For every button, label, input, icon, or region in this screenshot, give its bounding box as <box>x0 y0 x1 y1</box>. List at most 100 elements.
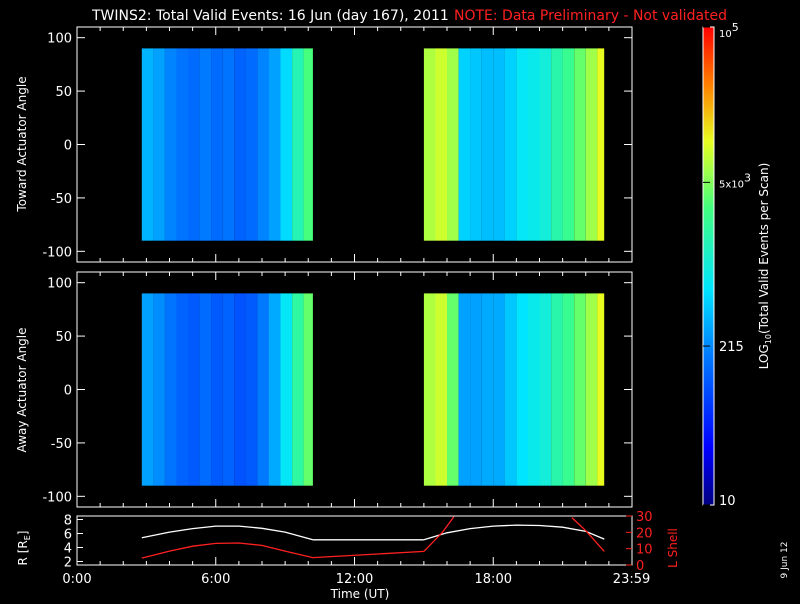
away-angle-panel: 100 50 0 -50 -100 <box>42 271 633 508</box>
heatmap-column <box>164 48 177 241</box>
r-axis-label-end: ] <box>16 531 30 536</box>
x-tick-label: 6:00 <box>201 572 230 587</box>
heatmap-column <box>153 293 165 486</box>
l-shell-series <box>141 516 605 559</box>
chart-title: TWINS2: Total Valid Events: 16 Jun (day … <box>91 8 449 24</box>
y-tick-label: -50 <box>51 192 72 207</box>
x-ticks <box>76 27 633 262</box>
r-axis-label-sub: E <box>23 535 32 540</box>
heatmap-column <box>222 48 235 241</box>
heatmap-column <box>527 293 540 486</box>
series-line <box>141 525 314 541</box>
colorbar-label-end: (Total Valid Events per Scan) <box>757 163 771 334</box>
heatmap-column <box>164 293 177 486</box>
heatmap-column <box>303 293 313 486</box>
colorbar-label: LOG10(Total Valid Events per Scan) <box>757 163 773 370</box>
heatmap-column <box>504 293 517 486</box>
toward-angle-panel: 100 50 0 -50 -100 <box>42 26 633 263</box>
heatmap-column <box>280 48 293 241</box>
middle-y-label: Away Actuator Angle <box>15 327 29 452</box>
x-ticks: 0:00 6:00 12:00 18:00 23:59 <box>62 557 650 587</box>
colorbar-tick-base: 10 <box>719 29 732 40</box>
heatmap-column <box>493 293 505 486</box>
x-ticks <box>76 272 633 507</box>
heatmap-column <box>481 293 494 486</box>
heatmap-column <box>597 293 605 486</box>
r-axis-label: R [RE] <box>16 531 32 566</box>
y-tick-label: 2 <box>64 556 72 571</box>
y-tick-label: -100 <box>42 490 72 505</box>
colorbar-tick-label: 105 <box>719 21 739 40</box>
y-tick-label: -100 <box>42 245 72 260</box>
heatmap-column <box>435 48 447 241</box>
heatmap-column <box>539 293 552 486</box>
heatmap-column <box>458 48 471 241</box>
y-tick-label: 50 <box>55 330 72 345</box>
r-series <box>141 524 605 541</box>
preliminary-note: NOTE: Data Preliminary - Not validated <box>454 8 727 24</box>
heatmap-column <box>257 48 269 241</box>
colorbar-gradient <box>702 26 715 506</box>
colorbar-tick-exponent: 5 <box>732 21 739 34</box>
y-ticks: 100 50 0 -50 -100 <box>42 277 632 505</box>
y-tick-label: 8 <box>64 514 72 529</box>
heatmap-column <box>268 293 281 486</box>
heatmap-column <box>504 48 517 241</box>
heatmap-column <box>188 293 200 486</box>
heatmap-column <box>292 293 304 486</box>
heatmap-column <box>562 293 575 486</box>
heatmap-column <box>423 293 436 486</box>
y-tick-label: 0 <box>64 139 72 154</box>
heatmap-column <box>257 293 269 486</box>
heatmap-column <box>539 48 552 241</box>
heatmap-column <box>245 293 258 486</box>
y-tick-label: 6 <box>64 528 72 543</box>
y-tick-label: 100 <box>47 277 72 292</box>
heatmap-column <box>153 48 165 241</box>
y-tick-label: 100 <box>47 32 72 47</box>
y-tick-label: 10 <box>636 543 653 558</box>
series-line <box>312 550 424 559</box>
colorbar-tick-base: 215 <box>719 340 744 355</box>
heatmap-cells <box>141 293 605 486</box>
series-line <box>141 542 314 559</box>
heatmap-cells <box>141 48 605 241</box>
heatmap-column <box>458 293 471 486</box>
heatmap-column <box>527 48 540 241</box>
colorbar-tick-base: 10 <box>719 494 736 509</box>
heatmap-column <box>303 48 313 241</box>
heatmap-column <box>292 48 304 241</box>
heatmap-column <box>597 48 605 241</box>
heatmap-column <box>423 48 436 241</box>
heatmap-column <box>551 48 563 241</box>
heatmap-column <box>574 293 586 486</box>
date-stamp: 9 Jun 12 <box>780 542 790 579</box>
l-shell-axis-label: L Shell <box>666 528 680 568</box>
heatmap-column <box>562 48 575 241</box>
colorbar-tick-exponent: 3 <box>744 171 751 184</box>
heatmap-column <box>222 293 235 486</box>
colorbar-label-main: LOG <box>757 344 771 369</box>
heatmap-column <box>435 293 447 486</box>
heatmap-column <box>516 293 528 486</box>
colorbar-label-sub: 10 <box>764 334 773 344</box>
heatmap-column <box>574 48 586 241</box>
heatmap-column <box>245 48 258 241</box>
r-axis-label-main: R [R <box>16 540 30 565</box>
heatmap-column <box>176 48 188 241</box>
top-y-label: Toward Actuator Angle <box>15 76 29 212</box>
colorbar-tick-base: 5x10 <box>719 179 744 190</box>
y-ticks: 100 50 0 -50 -100 <box>42 32 632 260</box>
series-line <box>423 524 605 541</box>
y-tick-label: 4 <box>64 542 72 557</box>
x-tick-label: 0:00 <box>62 572 91 587</box>
x-tick-label: 12:00 <box>336 572 373 587</box>
heatmap-column <box>199 293 212 486</box>
heatmap-column <box>516 48 528 241</box>
